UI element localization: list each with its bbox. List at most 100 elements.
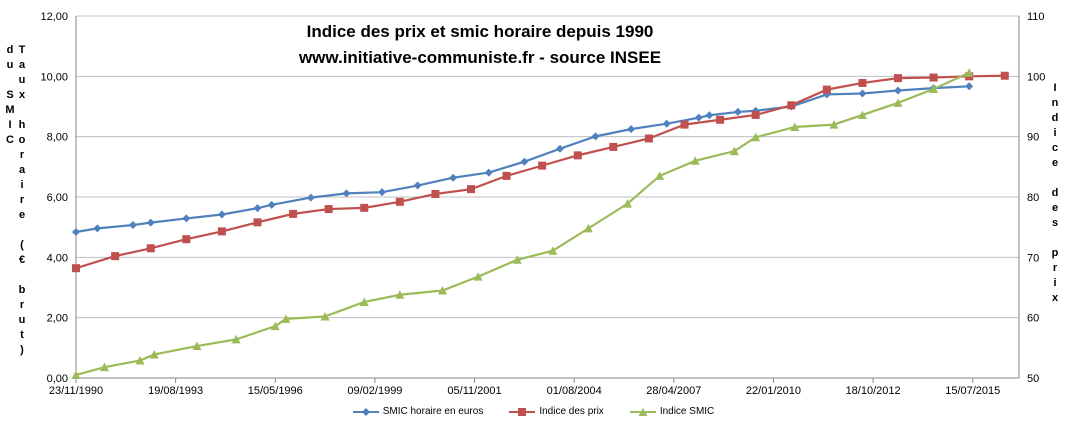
data-point	[306, 193, 315, 202]
data-point	[320, 311, 330, 321]
y-tick-label-left: 0,00	[47, 373, 68, 385]
data-point	[267, 200, 276, 209]
y-tick-label-left: 12,00	[40, 11, 68, 23]
data-point	[395, 197, 404, 206]
data-point	[324, 205, 333, 214]
y-tick-label-right: 70	[1027, 252, 1039, 264]
data-point	[449, 173, 458, 182]
data-point	[694, 113, 703, 122]
data-point	[1000, 71, 1009, 80]
y-tick-label-right: 100	[1027, 71, 1045, 83]
data-point	[965, 82, 974, 91]
data-point	[253, 218, 262, 227]
legend-item-smic-horaire: SMIC horaire en euros	[352, 406, 484, 417]
data-point	[644, 134, 653, 143]
data-point	[438, 286, 448, 295]
y-tick-label-right: 90	[1027, 132, 1039, 144]
y-tick-label-left: 4,00	[47, 252, 68, 264]
legend-marker-diamond	[352, 407, 379, 416]
x-tick-label: 15/05/1996	[248, 385, 303, 397]
x-tick-label: 28/04/2007	[646, 385, 701, 397]
chart-subtitle: www.initiative-communiste.fr - source IN…	[298, 48, 662, 67]
y-tick-label-right: 50	[1027, 373, 1039, 385]
axes	[75, 16, 1020, 383]
data-point	[72, 227, 80, 236]
x-tick-label: 23/11/1990	[49, 385, 103, 397]
data-point	[149, 349, 159, 359]
series-2	[71, 68, 974, 379]
data-point	[751, 132, 761, 142]
legend-label: Indice SMIC	[659, 406, 715, 417]
data-point	[359, 297, 369, 306]
y-tick-label-right: 60	[1027, 313, 1039, 325]
data-point	[662, 119, 671, 128]
data-point	[929, 73, 938, 82]
data-point	[733, 107, 742, 116]
x-tick-label: 19/08/1993	[148, 385, 203, 397]
data-point	[146, 244, 155, 253]
data-point	[128, 221, 137, 230]
series-line	[75, 85, 970, 234]
series-1	[72, 71, 1009, 273]
x-tick-label: 18/10/2012	[846, 385, 901, 397]
data-point	[690, 156, 700, 165]
data-point	[135, 356, 145, 365]
legend-item-indice-smic: Indice SMIC	[629, 406, 715, 417]
x-tick-label: 22/01/2010	[746, 385, 801, 397]
data-point	[217, 210, 226, 219]
data-point	[231, 334, 241, 344]
legend-label: SMIC horaire en euros	[382, 406, 484, 417]
data-point	[93, 224, 102, 233]
data-series	[71, 68, 1009, 379]
data-point	[680, 120, 689, 129]
data-point	[72, 264, 80, 273]
y-tick-label-left: 2,00	[47, 313, 68, 325]
data-point	[342, 189, 351, 198]
data-point	[705, 111, 714, 120]
y-axis-left-label: Taux horaire (€ brut) du SMIC	[4, 44, 28, 359]
data-point	[413, 181, 422, 190]
data-point	[893, 98, 903, 107]
data-point	[111, 252, 120, 261]
tick-labels: 0,00 2,00 4,00 6,00 8,00 10,00 12,00 50 60 70 80 90…	[40, 11, 1045, 397]
y-tick-label-right: 110	[1027, 11, 1045, 23]
data-point	[857, 110, 867, 119]
data-point	[627, 125, 636, 134]
data-point	[146, 218, 155, 227]
data-point	[829, 120, 839, 129]
y-tick-label-left: 8,00	[47, 132, 68, 144]
data-point	[964, 68, 974, 77]
data-point	[729, 146, 739, 156]
data-point	[520, 157, 529, 166]
data-point	[512, 255, 522, 264]
y-axis-right-label: Indice des prix	[1049, 82, 1061, 307]
data-point	[716, 115, 725, 124]
data-point	[473, 272, 483, 281]
data-point	[466, 185, 475, 194]
legend-label: Indice des prix	[539, 406, 604, 417]
series-line	[75, 74, 1005, 270]
data-point	[360, 203, 369, 212]
y-tick-label-left: 6,00	[47, 192, 68, 204]
data-point	[623, 199, 633, 208]
data-point	[583, 223, 593, 233]
data-point	[555, 144, 564, 153]
data-point	[609, 142, 618, 151]
data-point	[484, 168, 493, 177]
data-point	[217, 227, 226, 236]
data-point	[281, 314, 291, 323]
legend: SMIC horaire en euros Indice des prix In…	[0, 406, 1067, 417]
x-tick-label: 05/11/2001	[447, 385, 501, 397]
legend-marker-square	[509, 407, 536, 416]
y-tick-label-right: 80	[1027, 192, 1039, 204]
data-point	[538, 161, 547, 170]
data-point	[192, 341, 202, 351]
y-tick-label-left: 10,00	[40, 71, 68, 83]
data-point	[858, 78, 867, 87]
data-point	[182, 214, 191, 223]
data-point	[71, 370, 81, 379]
data-point	[182, 235, 191, 244]
data-point	[270, 321, 280, 331]
data-point	[751, 110, 760, 119]
data-point	[378, 188, 387, 197]
